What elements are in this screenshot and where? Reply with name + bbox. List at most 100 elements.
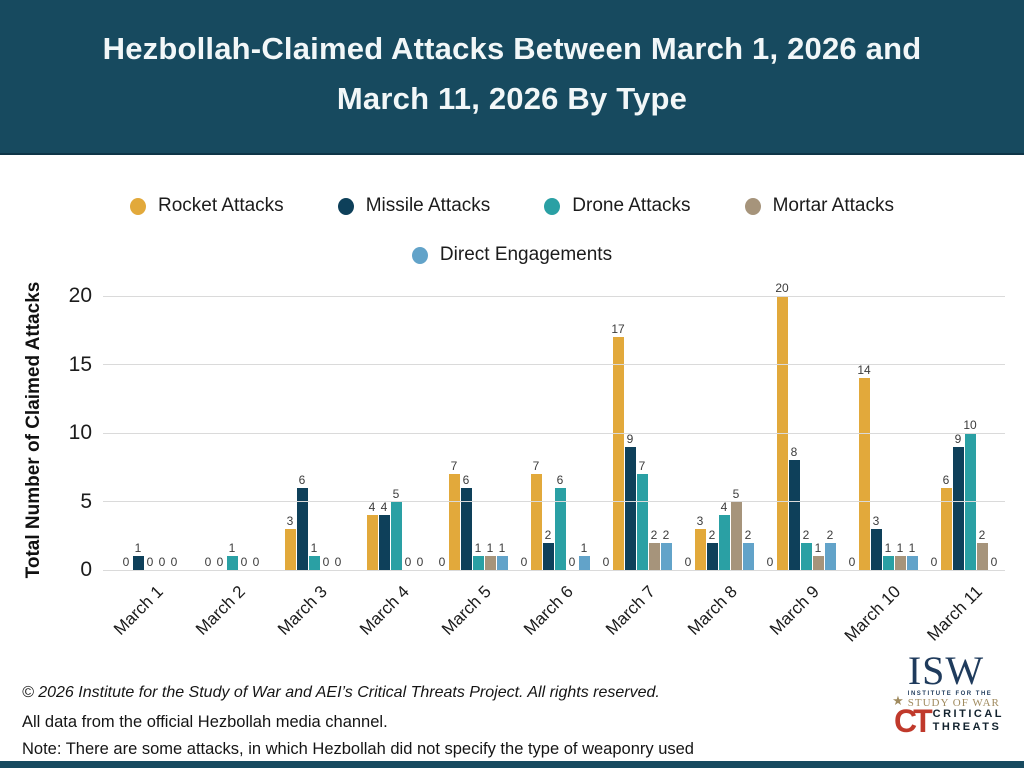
bar-value-label: 0 — [416, 555, 424, 569]
bar-rocket-attacks — [284, 528, 296, 570]
bar-value-label: 0 — [602, 555, 610, 569]
leading-zero-slot: 0 — [847, 555, 858, 570]
bar-value-label: 6 — [298, 472, 306, 487]
bar-slot-direct-engagements: 0 — [333, 555, 344, 570]
bar-mortar-attacks — [730, 501, 742, 570]
bar-value-label: 6 — [556, 472, 564, 487]
bar-value-label: 1 — [908, 541, 916, 556]
legend-dot-icon — [744, 197, 761, 215]
bar-slot-drone-attacks: 1 — [472, 541, 484, 570]
bar-slot-mortar-attacks: 2 — [648, 528, 660, 570]
bar-rocket-attacks — [612, 337, 624, 570]
bar-slot-rocket-attacks: 6 — [940, 473, 952, 570]
legend-dot-icon — [544, 197, 561, 215]
bar-slot-direct-engagements: 2 — [742, 528, 754, 570]
bar-value-label: 2 — [708, 527, 716, 542]
bar-mortar-attacks — [484, 556, 496, 570]
bar-drone-attacks — [472, 556, 484, 570]
x-tick-label-march-6: March 6 — [519, 582, 577, 639]
bar-slot-rocket-attacks: 0 — [121, 555, 132, 570]
footer-note: Note: There are some attacks, in which H… — [22, 740, 694, 758]
bar-slot-rocket-attacks: 3 — [694, 514, 706, 570]
bar-value-label: 0 — [204, 555, 212, 569]
bar-rocket-attacks — [940, 487, 952, 570]
bar-drone-attacks — [226, 556, 238, 570]
bar-value-label: 2 — [544, 527, 552, 542]
bar-value-label: 4 — [380, 500, 388, 515]
x-tick-label-march-11: March 11 — [923, 582, 987, 645]
bar-drone-attacks — [308, 556, 320, 570]
bar-direct-engagements — [824, 542, 836, 570]
bar-value-label: 1 — [474, 541, 482, 556]
bar-slot-direct-engagements: 1 — [906, 541, 918, 570]
footer-copyright: © 2026 Institute for the Study of War an… — [22, 684, 660, 701]
bar-value-label: 2 — [978, 527, 986, 542]
bar-value-label: 1 — [228, 541, 236, 556]
y-axis-title: Total Number of Claimed Attacks — [23, 281, 44, 579]
bar-slot-mortar-attacks: 1 — [812, 541, 824, 570]
bar-value-label: 5 — [732, 486, 740, 501]
bar-missile-attacks — [542, 542, 554, 570]
bar-value-label: 6 — [462, 472, 470, 487]
bar-value-label: 0 — [438, 555, 446, 569]
bar-slot-drone-attacks: 5 — [390, 487, 402, 570]
bar-slot-missile-attacks: 2 — [542, 527, 554, 570]
ct-monogram-icon: CT — [894, 703, 933, 739]
legend-item-drone-attacks: Drone Attacks — [544, 195, 691, 217]
bar-value-label: 9 — [626, 431, 634, 446]
bar-mortar-attacks — [812, 556, 824, 570]
bar-slot-mortar-attacks: 0 — [567, 555, 578, 570]
y-tick-label-0: 0 — [80, 558, 92, 581]
legend-item-rocket-attacks: Rocket Attacks — [130, 195, 284, 217]
bar-value-label: 0 — [240, 555, 248, 569]
legend-label: Missile Attacks — [365, 195, 491, 216]
isw-star-icon: ★ — [892, 692, 904, 708]
bar-slot-mortar-attacks: 1 — [894, 541, 906, 570]
leading-zero-slot: 0 — [765, 555, 776, 570]
bar-missile-attacks — [296, 487, 308, 570]
isw-logo-subtext: INSTITUTE FOR THE STUDY OF WAR — [908, 691, 1000, 709]
gridline-15 — [103, 364, 1005, 365]
leading-zero-slot: 0 — [929, 555, 940, 570]
bar-value-label: 14 — [857, 363, 871, 378]
legend-label: Rocket Attacks — [158, 195, 284, 216]
bar-slot-rocket-attacks: 4 — [366, 500, 378, 570]
bar-slot-drone-attacks: 1 — [882, 541, 894, 570]
bar-slot-missile-attacks: 2 — [706, 527, 718, 570]
bar-missile-attacks — [378, 515, 390, 570]
bar-slot-drone-attacks: 4 — [718, 500, 730, 570]
bar-value-label: 1 — [814, 541, 822, 556]
isw-logo-subtitle: ★ INSTITUTE FOR THE STUDY OF WAR — [890, 691, 1002, 709]
bar-mortar-attacks — [976, 542, 988, 570]
y-axis-ticks: 0 5 10 15 20 — [58, 284, 96, 581]
bar-mortar-attacks — [648, 542, 660, 570]
bar-drone-attacks — [554, 487, 566, 570]
bar-drone-attacks — [882, 556, 894, 570]
legend-dot-icon — [130, 197, 147, 215]
bar-slot-direct-engagements: 0 — [251, 555, 262, 570]
bar-drone-attacks — [636, 474, 648, 570]
bar-group-march-7: 0 17 9 7 2 2 — [595, 296, 677, 570]
isw-logo-sub1: INSTITUTE FOR THE — [907, 691, 993, 697]
bar-slot-drone-attacks: 7 — [636, 459, 648, 570]
bar-slot-missile-attacks: 9 — [952, 432, 964, 570]
bar-slot-direct-engagements: 2 — [660, 528, 672, 570]
leading-zero-slot: 0 — [519, 555, 530, 570]
chart-title-line1: Hezbollah-Claimed Attacks Between March … — [102, 31, 922, 66]
legend-row-2: Direct Engagements — [0, 244, 1024, 266]
chart-header-banner: Hezbollah-Claimed Attacks Between March … — [0, 0, 1024, 155]
bar-slot-mortar-attacks: 0 — [157, 555, 168, 570]
x-tick-label-march-3: March 3 — [273, 582, 331, 639]
bar-slot-missile-attacks: 6 — [460, 472, 472, 570]
bar-slot-direct-engagements: 1 — [496, 541, 508, 570]
bar-value-label: 2 — [826, 527, 834, 542]
legend-label: Drone Attacks — [572, 195, 691, 216]
isw-logo: ISW ★ INSTITUTE FOR THE STUDY OF WAR — [890, 651, 1002, 710]
bar-value-label: 1 — [498, 541, 506, 556]
bar-slot-missile-attacks: 9 — [624, 431, 636, 570]
bar-rocket-attacks — [448, 474, 460, 570]
